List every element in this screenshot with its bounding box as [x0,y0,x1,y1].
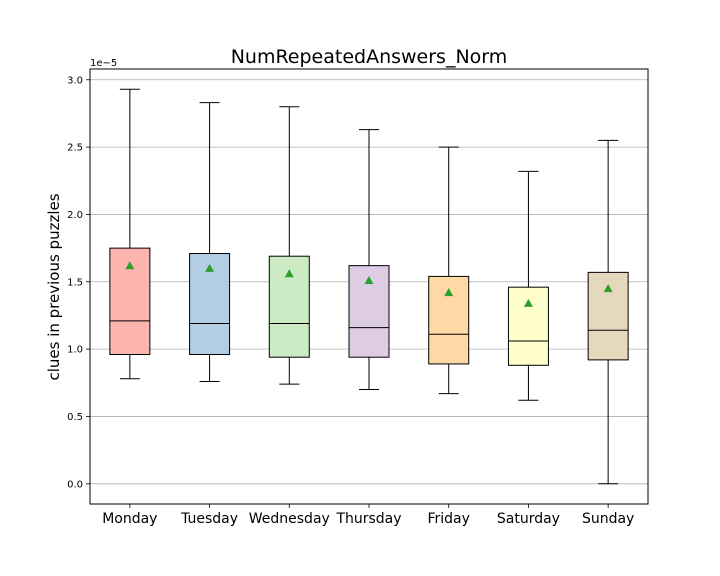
box-friday [428,146,470,395]
x-tick-label: Monday [102,511,157,527]
box-monday [109,88,151,380]
y-tick-label: 3.0 [67,75,83,86]
box-thursday [348,129,390,391]
box-saturday [507,170,549,401]
y-axis-label: clues in previous puzzles [45,193,63,380]
y-tick-label: 2.5 [67,143,83,154]
y-tick-label: 1.0 [67,345,83,356]
box-sunday [587,139,629,485]
chart-title: NumRepeatedAnswers_Norm [231,46,508,68]
mean-marker [523,298,533,307]
y-axis-offset-label: 1e−5 [90,58,117,69]
box-layer [109,88,629,485]
mean-marker [603,284,613,293]
y-tick-label: 0.0 [67,479,83,490]
mean-marker [284,269,294,278]
x-tick-label: Sunday [582,511,634,527]
box-wednesday [268,106,310,385]
y-tick-label: 2.0 [67,210,83,221]
mean-marker [364,275,374,285]
y-tick-label: 0.5 [67,412,83,423]
box-iqr [268,255,310,358]
mean-marker [444,288,454,297]
x-tick-label: Wednesday [249,511,330,527]
plot-frame [89,68,649,505]
y-tick-label: 1.5 [67,277,83,288]
mean-marker [125,261,135,270]
x-tick-label: Tuesday [180,511,238,527]
axis-layer: 0.0 0.5 1.0 1.5 2.0 2.5 3.0 Monday Tuesday Wednes… [67,75,634,527]
x-tick-label: Thursday [335,511,401,527]
x-tick-label: Saturday [497,511,560,527]
x-tick-label: Friday [427,511,469,527]
mean-marker [205,263,215,272]
box-tuesday [189,102,231,382]
